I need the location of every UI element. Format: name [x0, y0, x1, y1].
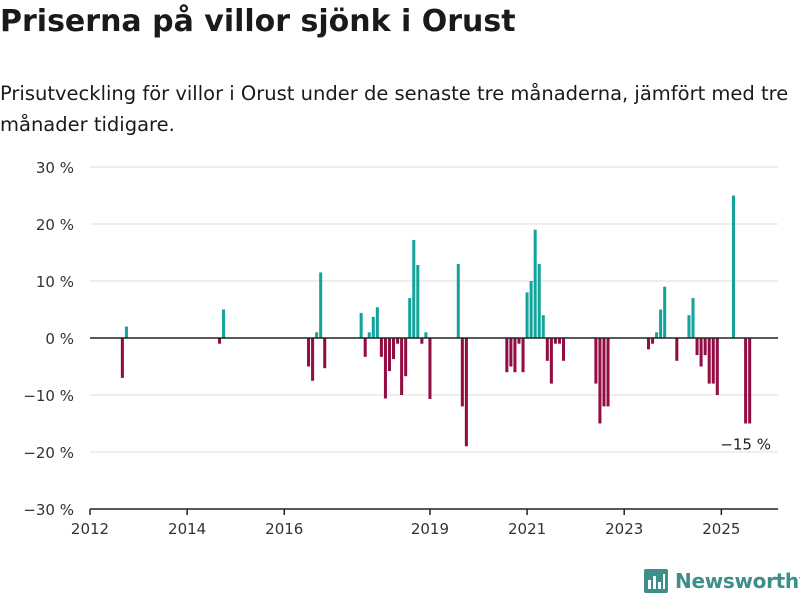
- x-tick-label: 2012: [71, 520, 109, 538]
- bar: [525, 292, 529, 338]
- bars: [120, 195, 752, 447]
- x-tick-label: 2016: [265, 520, 303, 538]
- bar: [561, 338, 566, 361]
- bar: [460, 338, 464, 407]
- bar: [124, 326, 128, 338]
- bar: [404, 338, 408, 377]
- bar: [217, 338, 222, 344]
- brand-name: Newsworthy: [675, 569, 800, 593]
- bar: [408, 298, 412, 338]
- bar: [311, 338, 315, 381]
- grid-lines: [90, 166, 778, 453]
- bar: [521, 338, 525, 373]
- bar: [392, 338, 396, 360]
- bar: [363, 338, 367, 357]
- bar: [420, 338, 424, 344]
- bar: [315, 332, 319, 338]
- bar: [400, 338, 404, 395]
- bar: [659, 309, 663, 338]
- brand-logo: Newsworthy: [643, 568, 800, 594]
- bar: [424, 332, 428, 338]
- bar: [687, 315, 691, 338]
- bar: [456, 263, 460, 338]
- bar: [120, 338, 124, 378]
- chart-title: Priserna på villor sjönk i Orust: [0, 4, 516, 39]
- bar: [663, 286, 667, 338]
- bar: [707, 338, 711, 384]
- bar: [675, 338, 679, 361]
- axes: [89, 337, 778, 515]
- bar: [513, 338, 517, 373]
- bar: [371, 316, 375, 338]
- bar: [602, 338, 606, 407]
- bar: [699, 338, 703, 367]
- chart-subtitle: Prisutveckling för villor i Orust under …: [0, 82, 789, 136]
- bar: [545, 338, 549, 361]
- y-tick-label: 30 %: [36, 159, 74, 177]
- y-tick-label: 0 %: [45, 330, 74, 348]
- y-tick-label: 20 %: [36, 216, 74, 234]
- bar: [464, 338, 468, 447]
- bar: [711, 338, 715, 384]
- bar: [646, 338, 651, 350]
- bar: [416, 265, 420, 338]
- bar: [541, 315, 545, 338]
- x-tick-label: 2023: [605, 520, 643, 538]
- bar: [359, 312, 363, 338]
- bar: [748, 338, 752, 424]
- x-tick-label: 2021: [508, 520, 546, 538]
- bar: [428, 338, 432, 399]
- y-tick-label: 10 %: [36, 273, 74, 291]
- y-tick-label: −10 %: [23, 387, 74, 405]
- bar: [319, 272, 323, 338]
- bar: [375, 307, 379, 338]
- bar: [651, 338, 655, 344]
- bar: [387, 338, 391, 372]
- bar: [549, 338, 553, 384]
- y-axis-labels: −30 % −20 % −10 % 0 % 10 % 20 % 30 %: [23, 159, 74, 519]
- annotation-label: −15 %: [720, 436, 771, 454]
- bar: [323, 338, 327, 369]
- y-tick-label: −30 %: [23, 501, 74, 519]
- bar: [744, 338, 748, 424]
- bar: [505, 338, 509, 373]
- bar: [529, 281, 533, 338]
- bar: [695, 338, 699, 356]
- y-tick-label: −20 %: [23, 444, 74, 462]
- bar: [367, 332, 371, 338]
- bar: [715, 338, 719, 395]
- bar: [594, 338, 598, 384]
- annotations: −15 %: [720, 436, 771, 454]
- bar: [222, 309, 226, 338]
- bar: [537, 263, 541, 338]
- bar: [731, 195, 735, 338]
- bar: [509, 338, 513, 367]
- bar: [703, 338, 707, 356]
- bar: [691, 298, 695, 338]
- bar: [598, 338, 602, 424]
- x-tick-label: 2025: [702, 520, 740, 538]
- newsworthy-logo-icon: [644, 569, 668, 593]
- x-tick-label: 2019: [411, 520, 449, 538]
- x-axis-labels: 2012 2014 2016 2019 2021 2023 2025: [71, 520, 741, 538]
- bar: [553, 338, 557, 344]
- bar: [655, 332, 659, 338]
- x-tick-label: 2014: [168, 520, 206, 538]
- bar: [517, 338, 521, 344]
- bar: [533, 229, 537, 338]
- bar: [412, 239, 416, 338]
- bar: [557, 338, 561, 344]
- bar: [379, 338, 383, 357]
- bar: [606, 338, 610, 407]
- bar: [307, 338, 311, 367]
- bar: [396, 338, 400, 344]
- bar: [383, 338, 387, 399]
